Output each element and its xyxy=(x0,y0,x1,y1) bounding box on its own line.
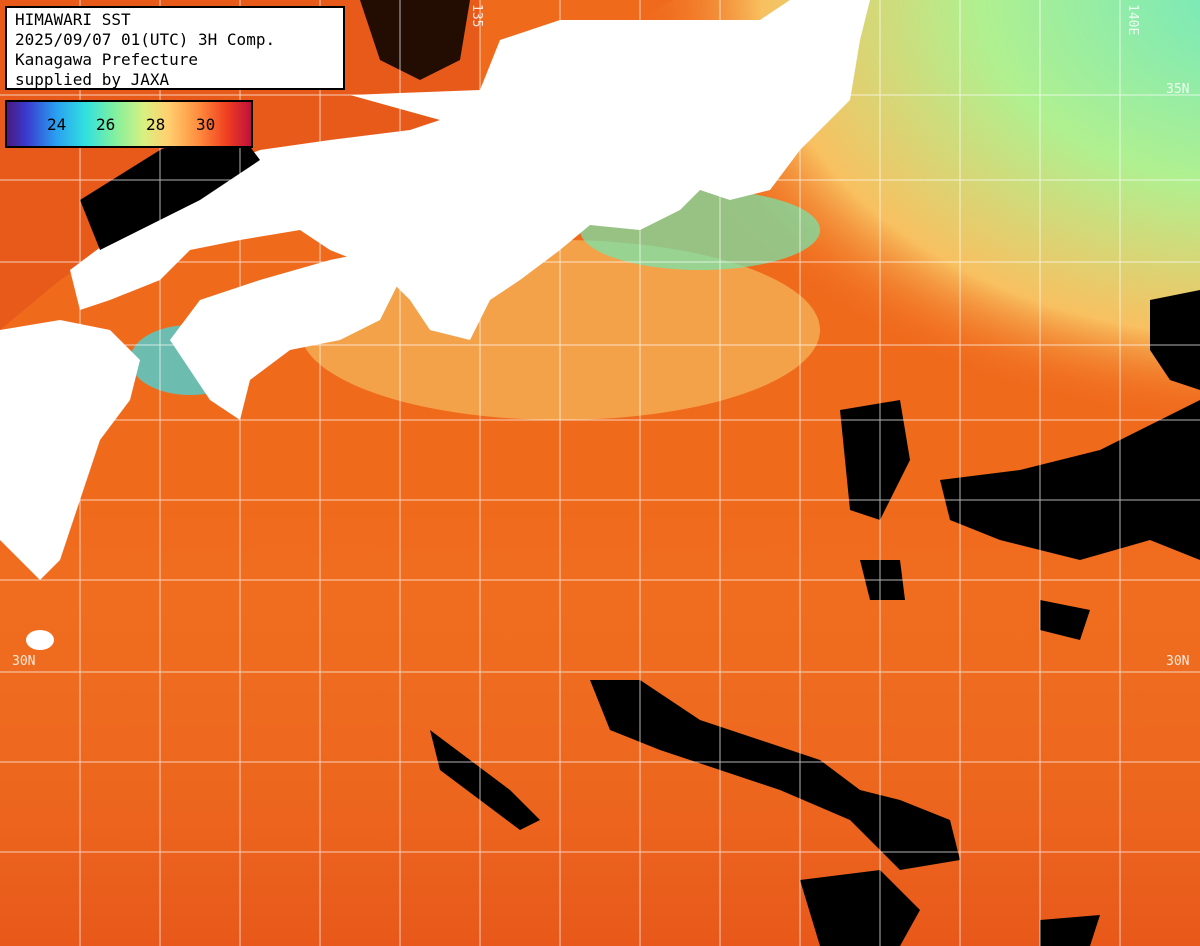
legend-tick-28: 28 xyxy=(146,115,166,134)
map-title-box: HIMAWARI SST 2025/09/07 01(UTC) 3H Comp.… xyxy=(5,6,345,90)
cloud-mask-east-b xyxy=(940,400,1200,560)
lon-label-140e: 140E xyxy=(1125,4,1140,36)
legend-tick-24: 24 xyxy=(47,115,67,134)
provider-label: Kanagawa Prefecture xyxy=(15,50,199,69)
cloud-mask-east-c xyxy=(1150,290,1200,390)
lon-label-135e: 135 xyxy=(469,4,484,28)
product-title: HIMAWARI SST xyxy=(15,10,131,29)
western-islet xyxy=(6,382,34,418)
kyushu-land xyxy=(0,320,140,580)
lat-label-35n-right: 35N xyxy=(1166,82,1190,97)
small-island xyxy=(470,150,495,195)
credit-label: supplied by JAXA xyxy=(15,70,170,89)
shikoku-land xyxy=(170,250,400,420)
southern-islet xyxy=(26,630,54,650)
cloud-mask-north xyxy=(360,0,470,80)
cloud-band-southwest xyxy=(430,730,540,830)
cloud-mask-east-a xyxy=(840,400,910,520)
lat-label-30n-left: 30N xyxy=(12,654,36,669)
lat-label-30n-right: 30N xyxy=(1166,654,1190,669)
timestamp-label: 2025/09/07 01(UTC) 3H Comp. xyxy=(15,30,276,49)
cloud-mask-bottom xyxy=(800,870,920,946)
legend-tick-26: 26 xyxy=(96,115,116,134)
honshu-land xyxy=(70,0,870,340)
cloud-band-south xyxy=(590,680,960,870)
cloud-mask-east-e xyxy=(1040,600,1090,640)
cloud-mask-northwest xyxy=(80,120,260,250)
kii-peninsula xyxy=(520,190,580,250)
legend-tick-30: 30 xyxy=(196,115,216,134)
temperature-color-legend: 24 26 28 30 xyxy=(5,100,253,148)
cloud-mask-bottom-right xyxy=(1040,915,1100,946)
